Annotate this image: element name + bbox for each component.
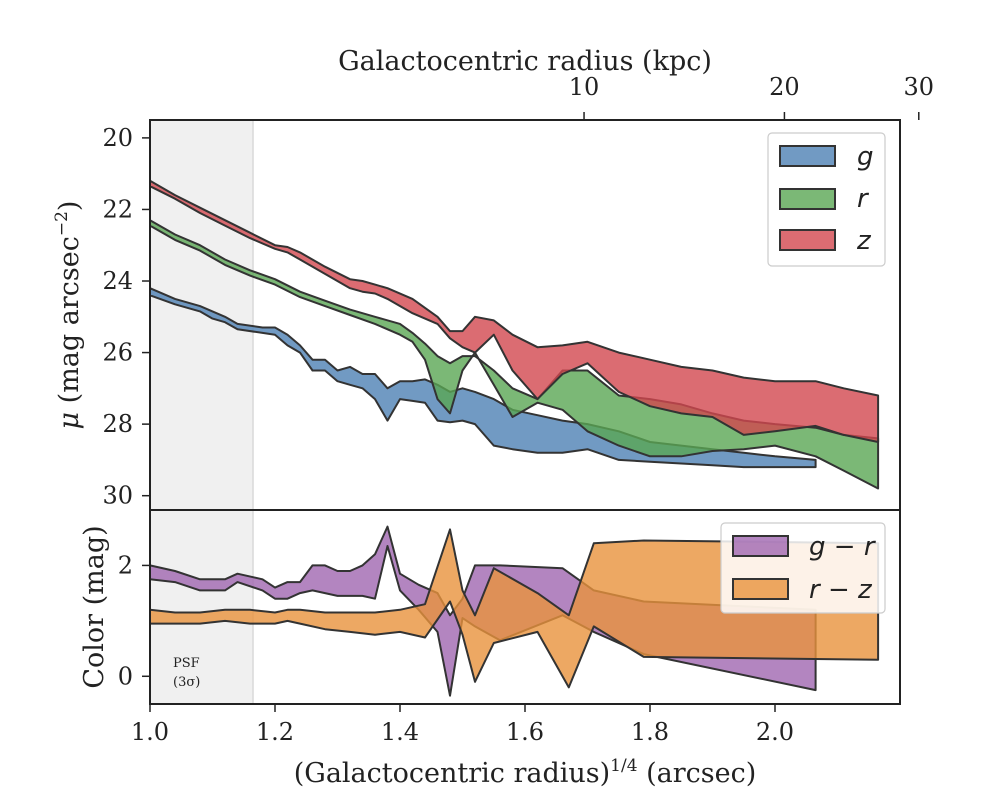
legend-swatch-g-minus-r bbox=[732, 535, 789, 557]
top-y-tick-label: 22 bbox=[102, 195, 133, 223]
psf-label-line2: (3σ) bbox=[173, 675, 200, 690]
bottom-y-ticks: 02 bbox=[118, 551, 150, 690]
top-legend: g r z bbox=[767, 132, 886, 267]
psf-label-line1: PSF bbox=[173, 656, 200, 671]
bottom-y-tick-label: 2 bbox=[118, 551, 133, 579]
legend-swatch-r-minus-z bbox=[732, 578, 789, 600]
legend-swatch-g bbox=[779, 145, 836, 167]
band-r bbox=[149, 219, 880, 490]
top-y-tick-label: 30 bbox=[102, 482, 133, 510]
x-tick-label: 1.4 bbox=[381, 718, 419, 746]
bottom-legend: g − r r − z bbox=[720, 522, 886, 614]
x-tick-label: 1.8 bbox=[631, 718, 669, 746]
x-tick-label: 1.6 bbox=[506, 718, 544, 746]
bottom-y-tick-label: 0 bbox=[118, 662, 133, 690]
legend-label-r: r bbox=[857, 184, 870, 214]
top-y-tick-label: 20 bbox=[102, 124, 133, 152]
x-tick-label: 1.2 bbox=[256, 718, 294, 746]
bottom-y-axis-title: Color (mag) bbox=[79, 525, 110, 688]
band-z bbox=[149, 179, 880, 443]
kpc-tick-label: 30 bbox=[904, 73, 935, 101]
top-axis-title: Galactocentric radius (kpc) bbox=[338, 46, 712, 77]
top-y-ticks: 20 22 24 26 28 30 bbox=[102, 124, 150, 510]
psf-shade-bottom bbox=[150, 510, 253, 704]
band-g bbox=[149, 287, 817, 469]
legend-label-g: g bbox=[857, 142, 874, 172]
psf-shade-top bbox=[150, 120, 253, 510]
legend-swatch-r bbox=[779, 188, 836, 210]
x-tick-label: 1.0 bbox=[131, 718, 169, 746]
surface-brightness-areas bbox=[149, 179, 880, 490]
top-y-axis-title: μ (mag arcsec−2) bbox=[52, 201, 85, 430]
band-r-minus-z bbox=[149, 528, 880, 689]
bottom-axis-title: (Galactocentric radius)1/4 (arcsec) bbox=[294, 756, 757, 789]
legend-label-z: z bbox=[856, 226, 872, 256]
kpc-tick-label: 20 bbox=[769, 73, 800, 101]
legend-swatch-z bbox=[779, 229, 836, 251]
legend-label-g-minus-r: g − r bbox=[809, 532, 877, 562]
top-kpc-ticks: 1020305075100 bbox=[569, 73, 935, 120]
x-tick-label: 2.0 bbox=[756, 718, 794, 746]
bottom-x-ticks: 1.0 1.2 1.4 1.6 1.8 2.0 bbox=[131, 704, 794, 746]
kpc-tick-label: 10 bbox=[569, 73, 600, 101]
top-y-tick-label: 24 bbox=[102, 267, 133, 295]
legend-label-r-minus-z: r − z bbox=[809, 575, 873, 605]
top-y-tick-label: 28 bbox=[102, 410, 133, 438]
top-y-tick-label: 26 bbox=[102, 339, 133, 367]
color-areas bbox=[149, 525, 880, 697]
